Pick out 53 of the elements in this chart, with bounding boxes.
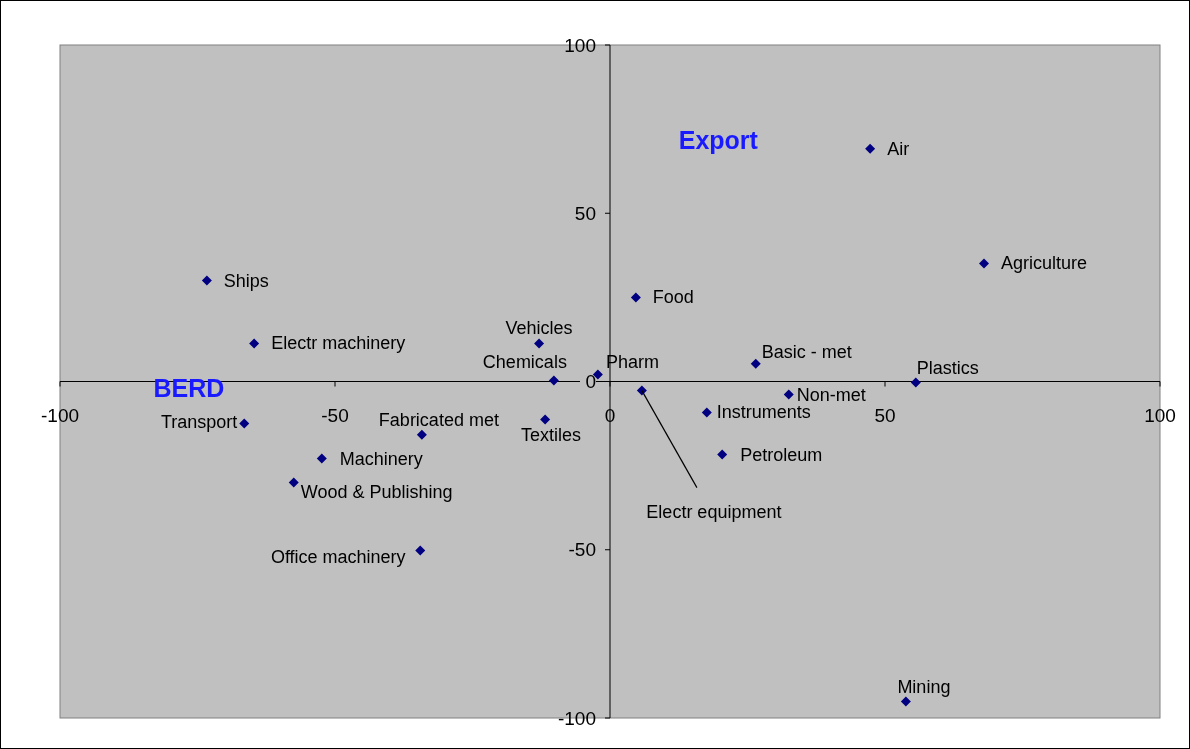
annotation: Basic - met	[761, 341, 852, 362]
x-tick-label: -50	[321, 404, 349, 426]
annotation: Non-met	[796, 384, 866, 405]
annotation: Electr equipment	[646, 501, 782, 522]
annotation: Instruments	[716, 402, 811, 423]
x-tick-label: 100	[1144, 404, 1176, 426]
point	[979, 258, 989, 269]
point	[239, 418, 250, 429]
annotation: Mining	[897, 676, 951, 697]
y-tick-label: -100	[557, 707, 596, 729]
point	[910, 377, 921, 388]
y-tick-label: 0	[585, 371, 596, 393]
point	[548, 375, 559, 386]
y-tick-label: -50	[568, 539, 596, 561]
y-tick-label: 100	[564, 34, 596, 56]
annotation: Plastics	[916, 357, 979, 378]
point	[249, 338, 260, 349]
x-tick-label: 50	[874, 404, 896, 426]
y-tick-label: 50	[574, 202, 596, 224]
y-axis-title: Export	[678, 126, 759, 155]
annotation: Wood & Publishing	[300, 482, 453, 503]
annotation: Air	[887, 138, 910, 159]
point	[201, 275, 212, 286]
point	[636, 385, 647, 396]
annotation: Fabricated met	[378, 409, 499, 430]
annotation: Chemicals	[482, 352, 567, 373]
annotation: Vehicles	[505, 318, 573, 339]
annotation: Petroleum	[740, 444, 823, 465]
point	[534, 338, 545, 349]
point	[900, 696, 911, 707]
annotation: Machinery	[339, 448, 423, 469]
point	[416, 429, 427, 440]
point	[701, 407, 712, 418]
point	[630, 292, 641, 303]
annotation: Electr machinery	[271, 333, 406, 354]
point	[415, 545, 426, 556]
annotation: Textiles	[521, 424, 582, 445]
x-tick-label: -100	[40, 404, 80, 426]
point	[750, 358, 761, 369]
annotation: Office machinery	[270, 547, 406, 568]
annotation: Food	[652, 287, 694, 308]
point	[540, 414, 551, 425]
annotation: Pharm	[605, 352, 659, 373]
x-axis-title: BERD	[153, 374, 225, 403]
point	[288, 477, 299, 488]
annotation: Transport	[160, 411, 238, 432]
x-tick-label: 0	[604, 404, 616, 426]
annotation: Agriculture	[1001, 253, 1088, 274]
point	[316, 453, 327, 464]
point	[717, 449, 728, 460]
point	[865, 143, 876, 154]
annotation: Ships	[223, 270, 269, 291]
point	[783, 389, 794, 400]
